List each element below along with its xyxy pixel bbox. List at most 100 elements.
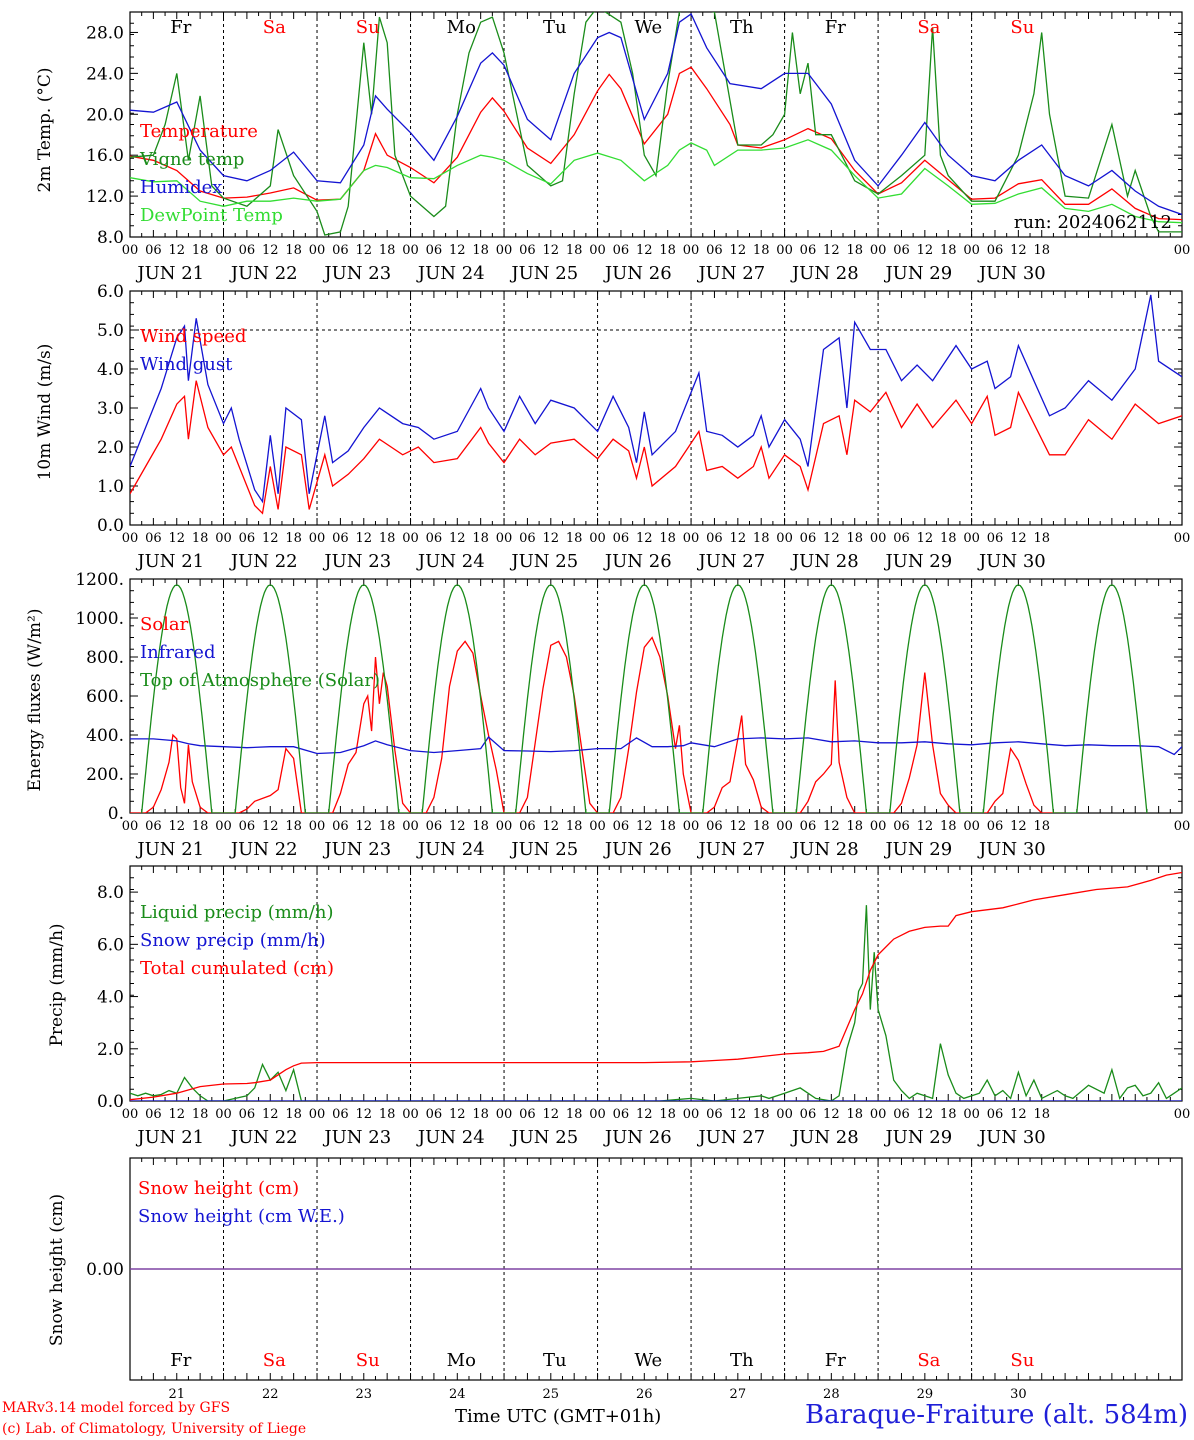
hour-label: 12 xyxy=(1010,1107,1027,1122)
hour-label: 00 xyxy=(963,819,980,834)
hour-label: 00 xyxy=(589,1107,606,1122)
plot-frame xyxy=(129,11,1183,238)
hour-label: 12 xyxy=(168,531,185,546)
hour-label: 12 xyxy=(168,243,185,258)
hour-label: 18 xyxy=(1033,819,1050,834)
hour-label: 12 xyxy=(449,531,466,546)
legend-entry: Top of Atmosphere (Solar) xyxy=(140,670,380,691)
hour-label: 12 xyxy=(917,819,934,834)
hour-label: 12 xyxy=(543,243,560,258)
hour-label: 12 xyxy=(1010,819,1027,834)
date-label: JUN 26 xyxy=(603,551,672,572)
hour-label: 06 xyxy=(519,243,536,258)
station-title: Baraque-Fraiture (alt. 584m) xyxy=(804,1400,1188,1430)
hour-label: 12 xyxy=(730,531,747,546)
hour-label: 00 xyxy=(776,819,793,834)
date-label: JUN 28 xyxy=(790,1127,859,1148)
hour-label: 12 xyxy=(730,243,747,258)
hour-label: 06 xyxy=(987,1107,1004,1122)
hour-label: 18 xyxy=(566,531,583,546)
hour-label: 00 xyxy=(589,531,606,546)
date-label: JUN 26 xyxy=(603,839,672,860)
hour-label: 00 xyxy=(122,531,139,546)
day-name: Mo xyxy=(447,1350,476,1371)
date-label: JUN 30 xyxy=(977,839,1046,860)
y-tick-label: 6.0 xyxy=(97,282,124,302)
y-tick-label: 600. xyxy=(86,687,124,707)
date-label: JUN 23 xyxy=(322,551,391,572)
day-name: Fr xyxy=(825,1350,846,1371)
day-number: 25 xyxy=(543,1387,560,1402)
y-axis-label: 2m Temp. (°C) xyxy=(35,67,55,192)
hour-label: 12 xyxy=(449,243,466,258)
series-line-temperature xyxy=(130,66,1182,221)
panel-4 xyxy=(129,865,1183,1102)
plot-frame xyxy=(129,290,1183,526)
day-number: 26 xyxy=(636,1387,653,1402)
hour-label: 06 xyxy=(613,531,630,546)
hour-label: 00 xyxy=(963,243,980,258)
hour-label: 00 xyxy=(776,531,793,546)
hour-label: 06 xyxy=(239,1107,256,1122)
y-tick-label: 0.00 xyxy=(86,1260,124,1280)
hour-label: 00 xyxy=(870,531,887,546)
hour-label: 00 xyxy=(963,1107,980,1122)
hour-label: 06 xyxy=(239,531,256,546)
day-number: 29 xyxy=(917,1387,934,1402)
day-name: Su xyxy=(1010,17,1034,38)
hour-label: 00 xyxy=(122,819,139,834)
y-tick-label: 5.0 xyxy=(97,321,124,341)
hour-label: 12 xyxy=(636,1107,653,1122)
hour-label: 12 xyxy=(917,1107,934,1122)
y-axis-label: 10m Wind (m/s) xyxy=(35,344,55,481)
date-label: JUN 24 xyxy=(416,839,485,860)
hour-label: 06 xyxy=(332,531,349,546)
hour-label: 18 xyxy=(192,243,209,258)
legend-entry: Liquid precip (mm/h) xyxy=(140,902,334,923)
hour-label: 06 xyxy=(893,819,910,834)
hour-label: 06 xyxy=(145,531,162,546)
series-line-total-cumulated-cm xyxy=(130,871,1182,1101)
date-label: JUN 21 xyxy=(135,551,204,572)
hour-label: 06 xyxy=(145,1107,162,1122)
legend-entry: Wind gust xyxy=(140,354,233,375)
hour-label: 18 xyxy=(285,531,302,546)
hour-label: 06 xyxy=(987,531,1004,546)
day-name: Sa xyxy=(263,17,286,38)
hour-label: 12 xyxy=(356,1107,373,1122)
model-credit: MARv3.14 model forced by GFS xyxy=(2,1400,231,1416)
day-name: Th xyxy=(730,17,754,38)
hour-label: 00 xyxy=(309,1107,326,1122)
series-line-infrared xyxy=(130,736,1182,756)
hour-label: 12 xyxy=(262,1107,279,1122)
date-label: JUN 25 xyxy=(509,263,578,284)
legend-entry: Total cumulated (cm) xyxy=(140,958,334,979)
date-label: JUN 21 xyxy=(135,263,204,284)
hour-label: 06 xyxy=(987,243,1004,258)
hour-label: 00 xyxy=(496,243,513,258)
date-label: JUN 30 xyxy=(977,1127,1046,1148)
hour-label: 18 xyxy=(566,243,583,258)
hour-label: 00 xyxy=(683,819,700,834)
lab-credit: (c) Lab. of Climatology, University of L… xyxy=(2,1421,307,1437)
y-tick-label: 2.0 xyxy=(97,438,124,458)
y-tick-label: 0.0 xyxy=(97,1092,124,1112)
hour-label: 18 xyxy=(566,819,583,834)
y-tick-label: 400. xyxy=(86,726,124,746)
hour-label: 00 xyxy=(215,1107,232,1122)
hour-label: 06 xyxy=(519,1107,536,1122)
hour-label: 00 xyxy=(1174,1107,1191,1122)
date-label: JUN 25 xyxy=(509,1127,578,1148)
hour-label: 00 xyxy=(776,243,793,258)
hour-label: 00 xyxy=(402,531,419,546)
hour-label: 18 xyxy=(285,243,302,258)
hour-label: 18 xyxy=(566,1107,583,1122)
hour-label: 00 xyxy=(589,819,606,834)
hour-label: 06 xyxy=(706,243,723,258)
day-number: 24 xyxy=(449,1387,466,1402)
hour-label: 12 xyxy=(449,1107,466,1122)
day-name: Sa xyxy=(917,1350,940,1371)
hour-label: 06 xyxy=(426,819,443,834)
hour-label: 06 xyxy=(800,1107,817,1122)
hour-label: 00 xyxy=(683,531,700,546)
